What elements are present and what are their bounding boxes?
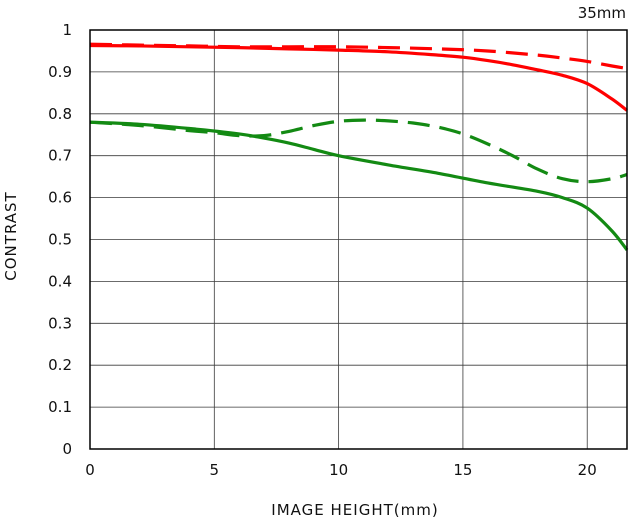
x-tick-label: 15	[453, 461, 472, 479]
x-tick-label: 0	[85, 461, 95, 479]
x-axis-title: IMAGE HEIGHT(mm)	[271, 501, 438, 519]
y-tick-label: 0	[62, 440, 72, 458]
y-tick-label: 0.7	[48, 147, 72, 165]
y-axis-title: CONTRAST	[2, 191, 20, 280]
grid-layer	[90, 30, 627, 449]
chart-title: 35mm	[578, 4, 626, 22]
series-line-2	[89, 42, 628, 71]
y-tick-label: 0.4	[48, 272, 72, 290]
y-tick-label: 1	[62, 21, 72, 39]
series-layer	[89, 42, 629, 251]
x-tick-label: 10	[329, 461, 348, 479]
series-line-1	[89, 43, 628, 112]
x-tick-label: 20	[578, 461, 597, 479]
series-line-3	[89, 120, 629, 251]
y-tick-label: 0.9	[48, 63, 72, 81]
x-tick-label: 5	[210, 461, 220, 479]
series-line-4	[89, 118, 628, 184]
y-tick-label: 0.1	[48, 398, 72, 416]
y-tick-label: 0.2	[48, 356, 72, 374]
y-tick-label: 0.6	[48, 189, 72, 207]
tick-label-layer: 00.10.20.30.40.50.60.70.80.910 5 10 15 20	[48, 21, 597, 479]
y-tick-label: 0.5	[48, 231, 72, 249]
plot-frame	[89, 29, 628, 450]
y-tick-label: 0.8	[48, 105, 72, 123]
y-tick-label: 0.3	[48, 314, 72, 332]
